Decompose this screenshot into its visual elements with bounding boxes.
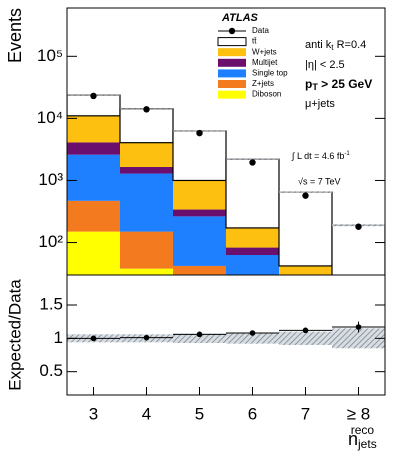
eta-label: |η| < 2.5 [305,59,345,71]
ratio-point [90,335,97,342]
y-tick-label: 10³ [38,170,63,189]
y-axis-label: Events [5,8,25,63]
bar-segment [172,130,227,182]
bar-segment [225,158,280,229]
bar-segment [226,227,279,248]
pt-label: pT > 25 GeV [305,77,372,92]
x-tick-label: 6 [248,404,257,423]
x-tick-label: 4 [142,404,151,423]
mc-uncertainty [226,158,279,160]
bar-segment [332,314,385,321]
legend-swatch [218,58,246,67]
ratio-axis-label: Expected/Data [5,279,24,391]
legend-swatch [218,48,246,57]
ratio-uncertainty [279,331,332,345]
legend-label: Diboson [252,90,281,99]
data-point [302,192,309,199]
x-axis-label: njetsreco [348,423,377,451]
data-point [196,129,203,137]
bar-segment [279,265,332,275]
ratio-uncertainty [332,328,385,349]
legend-label: Z+jets [252,79,274,88]
bar-segment [332,290,385,314]
bar-segment [331,224,385,275]
ratio-point [196,331,203,338]
lumi-label: ∫ L dt = 4.6 fb-1 [291,151,350,162]
legend-swatch [218,80,246,88]
legend-label: Single top [252,69,288,78]
bar-segment [173,216,226,266]
x-tick-label: 3 [89,404,98,423]
energy-label: √s = 7 TeV [298,176,341,186]
legend-marker [228,27,236,35]
ratio-uncertainty [173,333,226,343]
bar-segment [67,231,120,275]
bar-segment [67,200,120,232]
bar-segment [67,115,120,143]
x-tick-label: ≥ 8 [347,404,371,423]
bar-segment [120,231,173,269]
data-point [143,106,150,113]
bar-segment [173,180,226,210]
bar-segment [173,265,226,275]
bar-segment [173,209,226,217]
legend-label: Multijet [252,58,278,67]
x-tick-label: 5 [195,404,204,423]
x-tick-label: 7 [301,404,310,423]
legend-label: Data [252,26,269,35]
y-tick-label: 10⁴ [37,108,63,127]
ratio-uncertainty [226,333,279,344]
bar-segment [279,289,332,296]
legend-label: tt̄ [252,37,257,46]
channel-label: μ+jets [305,98,335,110]
bar-segment [67,154,120,201]
mc-uncertainty [279,191,332,193]
ratio-y-tick-label: 0.5 [39,361,63,380]
data-point [249,159,256,166]
bar-segment [120,166,173,174]
bar-segment [226,254,279,275]
bar-segment [120,173,173,232]
legend-swatch [218,90,246,99]
bar-segment [119,108,174,144]
bar-segment [332,356,385,386]
bar-segment [67,142,120,155]
bar-segment [120,142,173,167]
legend-swatch [218,69,246,78]
ratio-point [143,334,150,341]
bar-segment [278,191,333,267]
bar-segment [279,296,332,330]
ratio-point [355,324,362,330]
jet-label: anti kt R=0.4 [305,39,366,52]
y-tick-label: 10² [38,232,63,251]
bar-segment [226,294,279,324]
experiment-label: ATLAS [221,12,259,24]
legend-swatch [217,37,247,47]
bar-segment [226,247,279,255]
ratio-point [302,327,309,334]
legend-label: W+jets [252,47,277,56]
data-point [90,92,97,100]
ratio-y-tick-label: 1 [54,328,63,347]
ratio-point [249,330,256,336]
bar-segment [120,268,173,275]
y-tick-label: 10⁵ [37,46,63,65]
data-point [355,223,362,230]
ratio-y-tick-label: 1.5 [39,294,63,313]
ratio-frame [66,274,386,396]
